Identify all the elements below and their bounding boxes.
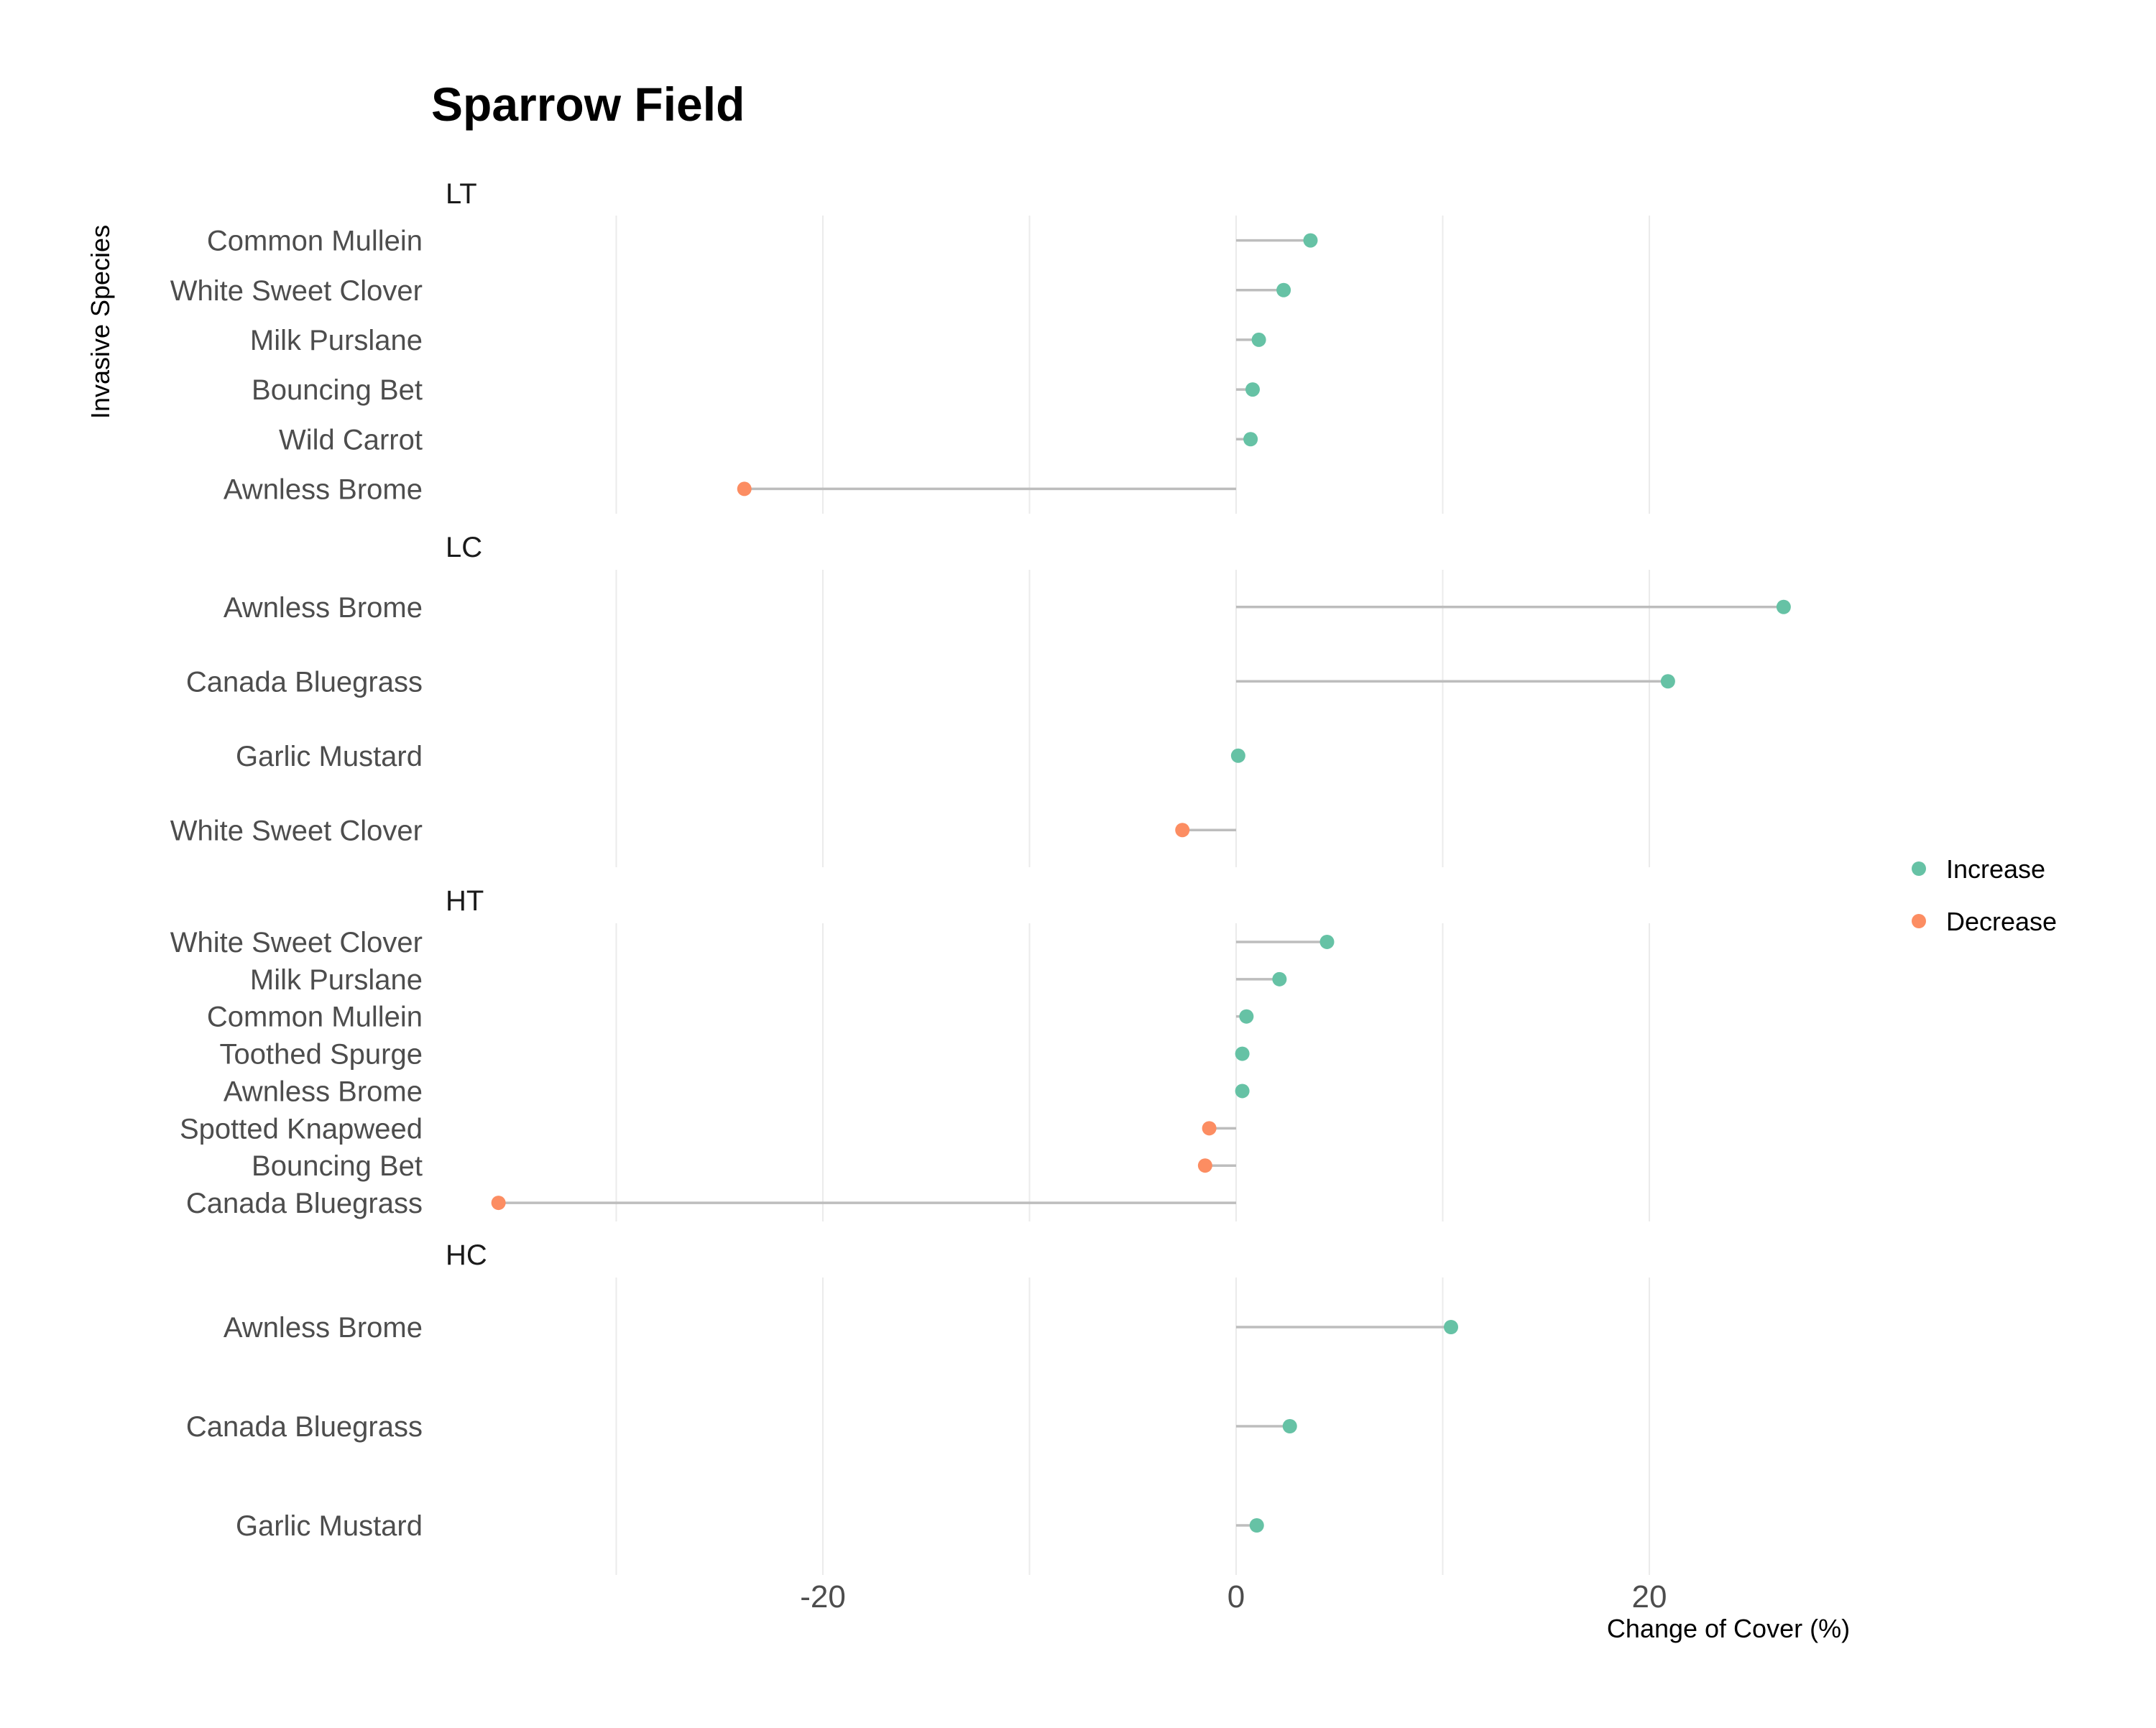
data-point (1239, 1009, 1254, 1024)
panel-label: LC (446, 532, 482, 563)
panel-label: HC (446, 1239, 487, 1271)
data-point (1303, 233, 1318, 248)
y-tick-label: Milk Purslane (250, 325, 423, 356)
x-tick-label: -20 (800, 1579, 846, 1614)
y-tick-label: Awnless Brome (224, 1076, 423, 1107)
y-tick-label: Awnless Brome (224, 473, 423, 505)
x-axis-label: Change of Cover (%) (1607, 1614, 1850, 1643)
panel-label: HT (446, 885, 484, 917)
data-point (1235, 1046, 1250, 1061)
data-point (1319, 934, 1335, 949)
panel-lt: LT Common Mullein White Sweet Clover Milk P… (170, 178, 1650, 514)
data-point (1245, 382, 1260, 397)
data-point (1243, 432, 1258, 447)
y-tick-label: Awnless Brome (224, 592, 423, 624)
y-tick-label: Common Mullein (207, 1002, 423, 1033)
data-point (1776, 599, 1791, 614)
y-tick-label: White Sweet Clover (170, 815, 423, 846)
chart-title: Sparrow Field (431, 78, 745, 131)
data-point (737, 481, 752, 496)
data-point (1197, 1158, 1212, 1173)
legend: Increase Decrease (1912, 854, 2057, 936)
panels-group: LT Common Mullein White Sweet Clover Milk P… (170, 178, 1791, 1575)
y-tick-label: Bouncing Bet (252, 1150, 423, 1182)
data-point (1249, 1518, 1264, 1533)
y-axis-label: Invasive Species (86, 225, 115, 419)
legend-label: Decrease (1946, 907, 2057, 936)
y-tick-label: White Sweet Clover (170, 927, 423, 958)
panel-label: LT (446, 178, 477, 210)
y-tick-label: Bouncing Bet (252, 374, 423, 406)
x-tick-label: 0 (1227, 1579, 1245, 1614)
legend-key (1912, 914, 1926, 928)
y-tick-label: White Sweet Clover (170, 275, 423, 307)
y-tick-label: Canada Bluegrass (186, 666, 423, 698)
x-axis-ticks: -20 0 20 (800, 1579, 1667, 1614)
data-point (1202, 1121, 1217, 1136)
data-point (491, 1196, 506, 1211)
data-point (1282, 1419, 1297, 1433)
data-point (1230, 748, 1245, 763)
legend-key (1912, 861, 1926, 876)
y-tick-label: Garlic Mustard (236, 741, 423, 772)
y-tick-label: Canada Bluegrass (186, 1411, 423, 1443)
y-tick-label: Canada Bluegrass (186, 1188, 423, 1219)
data-point (1660, 674, 1675, 689)
data-point (1235, 1084, 1250, 1099)
panel-ht: HT White Sweet Clover Milk Purslane Common … (170, 885, 1650, 1221)
y-tick-label: Toothed Spurge (220, 1039, 423, 1071)
legend-label: Increase (1946, 854, 2045, 884)
y-tick-label: Wild Carrot (279, 424, 423, 456)
panel-hc: HC Awnless Brome Canada Bluegrass Garlic Mu… (186, 1239, 1650, 1575)
y-tick-label: Common Mullein (207, 226, 423, 257)
y-tick-label: Spotted Knapweed (180, 1113, 423, 1145)
y-tick-label: Awnless Brome (224, 1312, 423, 1344)
y-tick-label: Garlic Mustard (236, 1510, 423, 1542)
x-tick-label: 20 (1632, 1579, 1667, 1614)
data-point (1251, 332, 1266, 347)
data-point (1276, 282, 1291, 297)
data-point (1175, 823, 1190, 838)
panel-lc: LC Awnless Brome Canada Bluegrass Garlic Mu… (170, 532, 1791, 867)
data-point (1272, 971, 1287, 987)
data-point (1444, 1320, 1458, 1334)
y-tick-label: Milk Purslane (250, 964, 423, 996)
